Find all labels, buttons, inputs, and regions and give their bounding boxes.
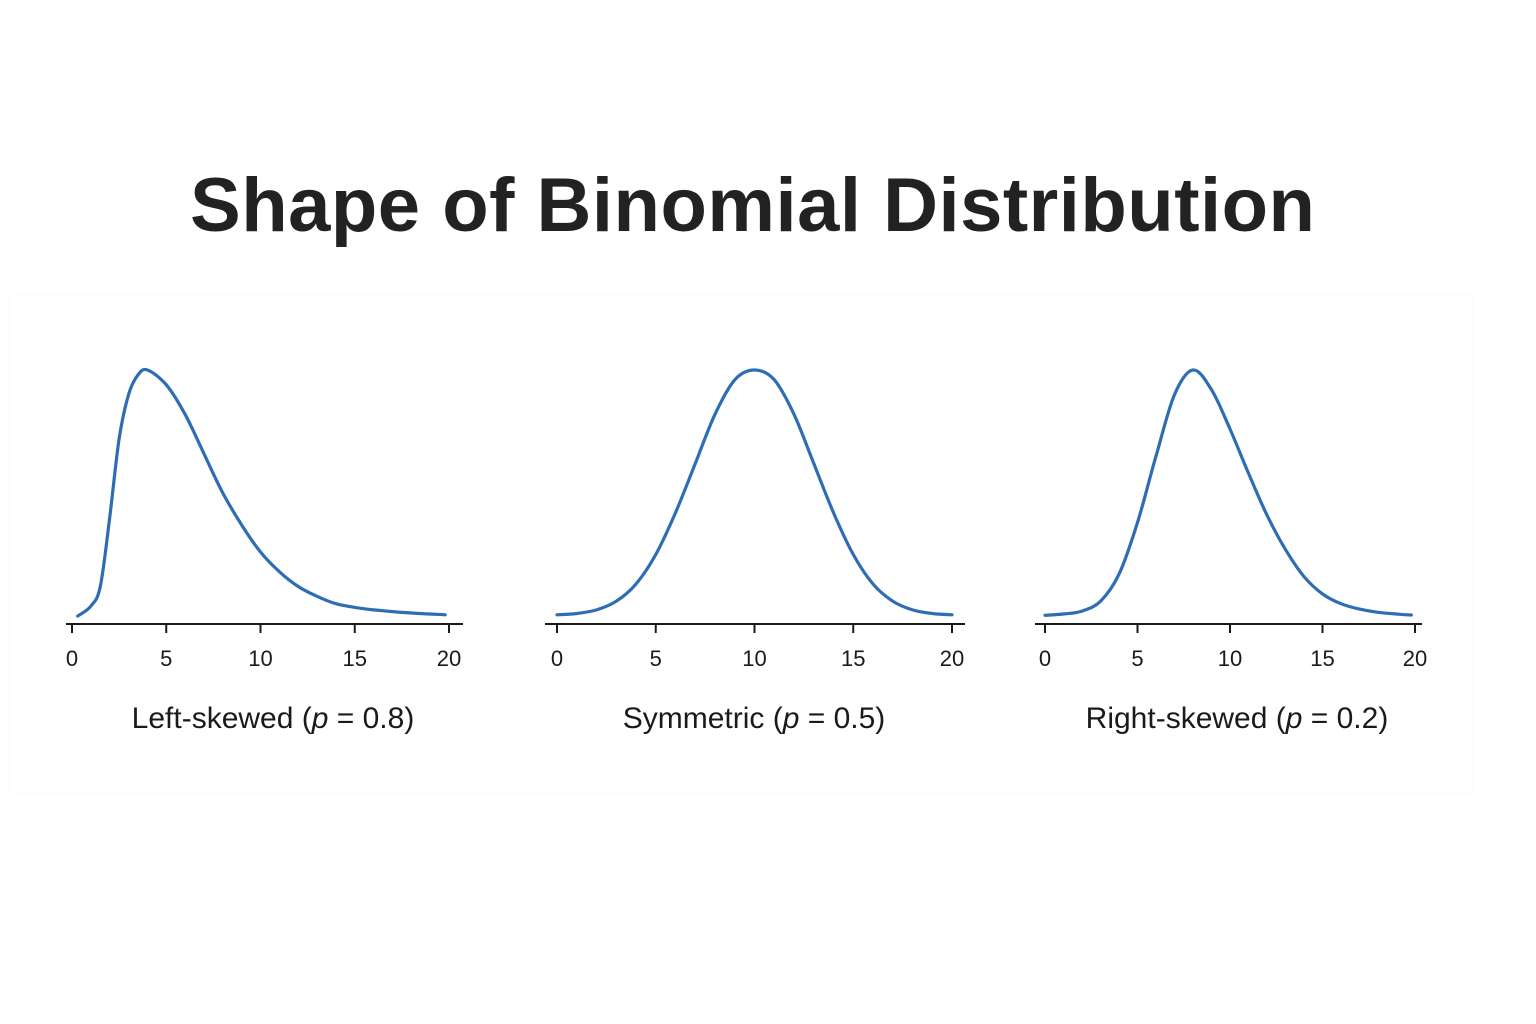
x-tick-label: 20 <box>940 646 964 671</box>
chart-panel-0: 0 5 10 15 20 <box>66 367 463 671</box>
caption-variable: p <box>311 702 329 735</box>
x-tick-label: 0 <box>1039 646 1051 671</box>
chart-panel-1: 0 5 10 15 20 <box>545 368 965 671</box>
chart-title: Shape of Binomial Distribution <box>190 163 1316 248</box>
x-tick-label: 0 <box>551 646 563 671</box>
caption-suffix: = 0.5) <box>799 702 886 735</box>
x-tick-label: 20 <box>1403 646 1427 671</box>
caption-prefix: Left-skewed ( <box>131 702 312 735</box>
distribution-curve <box>555 368 954 617</box>
caption-variable: p <box>782 702 800 735</box>
x-tick-label: 5 <box>1131 646 1143 671</box>
caption-variable: p <box>1285 702 1303 735</box>
x-tick-label: 15 <box>841 646 865 671</box>
chart-panel-2: 0 5 10 15 20 <box>1035 368 1427 671</box>
caption-prefix: Right-skewed ( <box>1085 702 1286 735</box>
x-tick-label: 20 <box>437 646 461 671</box>
distribution-curve <box>1043 368 1413 617</box>
x-tick-label: 10 <box>1218 646 1242 671</box>
distribution-curve <box>76 367 447 618</box>
caption-right-skewed: Right-skewed (p = 0.2) <box>1086 702 1389 736</box>
x-tick-label: 10 <box>742 646 766 671</box>
caption-symmetric: Symmetric (p = 0.5) <box>623 702 886 736</box>
x-tick-label: 0 <box>66 646 78 671</box>
x-tick-label: 5 <box>160 646 172 671</box>
x-tick-label: 10 <box>248 646 272 671</box>
caption-suffix: = 0.8) <box>328 702 415 735</box>
x-tick-label: 15 <box>1310 646 1334 671</box>
x-tick-label: 15 <box>343 646 367 671</box>
caption-left-skewed: Left-skewed (p = 0.8) <box>132 702 415 736</box>
caption-prefix: Symmetric ( <box>622 702 783 735</box>
x-tick-label: 5 <box>650 646 662 671</box>
caption-suffix: = 0.2) <box>1302 702 1389 735</box>
